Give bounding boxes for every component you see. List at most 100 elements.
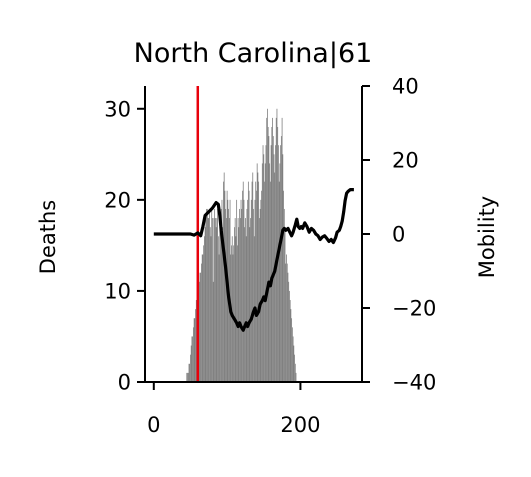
deaths-bar [241, 208, 243, 382]
deaths-bar [242, 181, 244, 382]
left-axis-ticks: 0 10 20 30 [104, 97, 145, 395]
deaths-bar [264, 163, 266, 382]
right-tick-label: 0 [392, 223, 405, 247]
x-tick-label: 200 [280, 413, 320, 437]
deaths-bar [280, 136, 282, 382]
deaths-bar [287, 272, 289, 382]
deaths-bar [194, 318, 196, 382]
deaths-bar [278, 145, 279, 382]
deaths-bar [195, 300, 197, 382]
deaths-bar [272, 136, 274, 382]
deaths-bar [289, 300, 291, 382]
deaths-bar [208, 218, 210, 382]
deaths-bar [206, 208, 207, 382]
left-tick-label: 0 [118, 371, 131, 395]
deaths-bar [188, 363, 190, 382]
deaths-bar [243, 199, 245, 382]
deaths-bar [187, 372, 189, 382]
deaths-bar [267, 126, 269, 382]
mobility-line [153, 188, 355, 332]
deaths-bar [278, 181, 280, 382]
deaths-bar [214, 208, 216, 382]
deaths-bar [260, 199, 262, 382]
deaths-bar [272, 117, 273, 382]
deaths-bar [268, 136, 270, 382]
deaths-bar [212, 281, 214, 382]
right-axis-label: Mobility [475, 196, 499, 278]
deaths-bar [234, 218, 236, 382]
deaths-bar [214, 218, 216, 382]
deaths-bar [202, 254, 204, 382]
deaths-bar [245, 236, 247, 382]
deaths-bar [283, 208, 285, 382]
deaths-bar [189, 363, 191, 382]
deaths-bar [201, 254, 203, 382]
deaths-bar [258, 181, 260, 382]
deaths-bar [236, 199, 238, 382]
right-tick-label: 20 [392, 149, 419, 173]
deaths-bar [247, 181, 249, 382]
deaths-bar [261, 190, 262, 382]
deaths-bar [198, 281, 200, 382]
deaths-bar [234, 227, 235, 382]
deaths-bar [219, 227, 221, 382]
deaths-bar [223, 181, 224, 382]
deaths-bar [289, 290, 290, 382]
deaths-bar [192, 327, 194, 382]
deaths-bar [253, 208, 254, 382]
deaths-bar [192, 336, 194, 382]
deaths-bar [262, 145, 264, 382]
deaths-bar [279, 163, 281, 382]
deaths-bar [252, 172, 254, 382]
deaths-bar [237, 218, 239, 382]
deaths-bar [270, 145, 272, 382]
deaths-bar [245, 218, 246, 382]
left-tick-label: 30 [104, 97, 131, 121]
deaths-bar [286, 263, 288, 382]
deaths-bars [186, 108, 297, 383]
right-tick-label: 40 [392, 75, 419, 99]
deaths-bar [209, 227, 211, 382]
left-tick-label: 20 [104, 188, 131, 212]
deaths-bar [251, 181, 253, 382]
deaths-bar [229, 199, 231, 382]
chart-title: North Carolina|61 [134, 38, 373, 69]
left-tick-label: 10 [104, 279, 131, 303]
deaths-bar [255, 181, 257, 382]
deaths-bar [206, 208, 208, 382]
deaths-bar [211, 208, 213, 382]
deaths-bar [190, 345, 192, 382]
deaths-bar [290, 309, 292, 382]
x-axis-ticks: 0 200 [147, 382, 320, 437]
deaths-bar [193, 318, 195, 382]
deaths-bar [250, 199, 252, 382]
deaths-bar [286, 254, 287, 382]
deaths-bar [256, 163, 258, 382]
deaths-bar [264, 181, 265, 382]
deaths-bar [223, 172, 225, 382]
deaths-bar [293, 345, 295, 382]
deaths-bar [200, 272, 202, 382]
deaths-bar [281, 117, 283, 382]
deaths-bar [221, 199, 223, 382]
deaths-bar [282, 154, 284, 382]
deaths-bar [257, 172, 259, 382]
deaths-bar [294, 354, 295, 382]
deaths-bar [207, 218, 209, 382]
deaths-bar [256, 190, 257, 382]
deaths-bar [239, 218, 241, 382]
deaths-bar [258, 218, 260, 382]
deaths-bar [209, 208, 210, 382]
deaths-bar [218, 254, 220, 382]
deaths-bar [203, 236, 205, 382]
deaths-bar [235, 236, 237, 382]
deaths-bar [212, 218, 213, 382]
deaths-bar [186, 372, 188, 382]
deaths-bar [190, 354, 191, 382]
deaths-bar [187, 372, 188, 382]
deaths-bar [203, 245, 205, 382]
deaths-bar [204, 227, 206, 382]
deaths-bar [265, 145, 267, 382]
